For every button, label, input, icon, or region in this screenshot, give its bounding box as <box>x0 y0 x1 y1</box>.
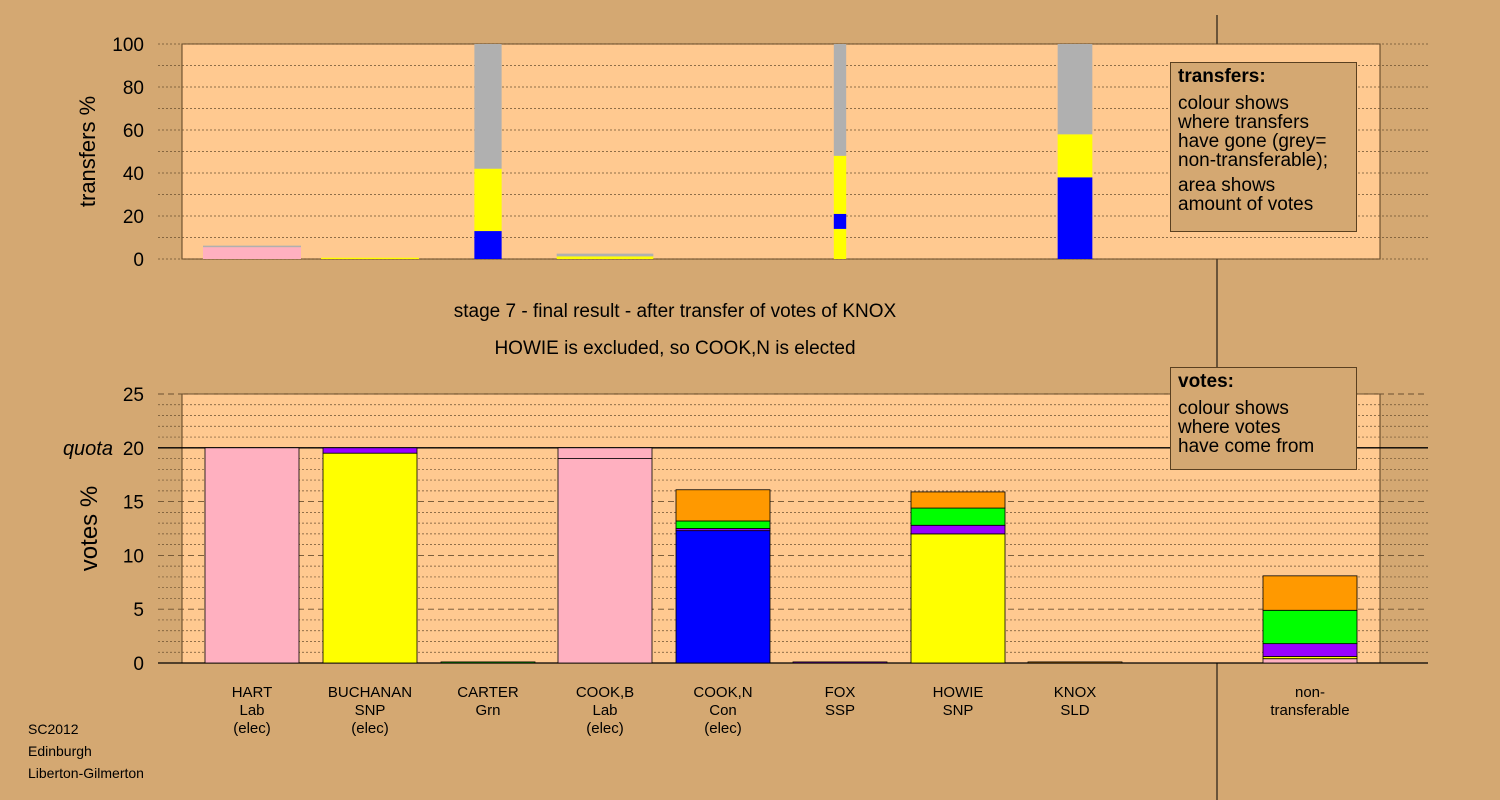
result-caption: HOWIE is excluded, so COOK,N is elected <box>494 338 856 359</box>
vote-bar-segment <box>557 447 653 459</box>
footer-ward: Liberton-Gilmerton <box>28 765 144 781</box>
transfers-y-tick-label: 80 <box>123 78 144 99</box>
transfers-y-axis-label: transfers % <box>75 96 100 207</box>
candidate-party-label: transferable <box>1270 702 1349 719</box>
transfer-bar-segment <box>203 247 301 259</box>
transfers-y-tick-label: 40 <box>123 164 144 185</box>
candidate-name-label: BUCHANAN <box>328 684 412 701</box>
candidate-name-label: FOX <box>825 684 856 701</box>
votes-y-tick-label: 10 <box>123 546 144 567</box>
transfers-legend: transfers: colour shows where transfers … <box>1170 62 1357 232</box>
transfer-bar-segment <box>556 253 654 257</box>
transfer-bar-segment <box>1057 44 1093 135</box>
transfer-bar-segment <box>1057 177 1093 259</box>
vote-bar-segment <box>557 458 653 664</box>
votes-legend: votes: colour shows where votes have com… <box>1170 367 1357 470</box>
vote-bar-segment <box>1027 661 1123 664</box>
transfer-bar-segment <box>203 245 301 248</box>
transfers-legend-line: non-transferable); <box>1178 150 1328 171</box>
candidate-party-label: Con <box>709 702 737 719</box>
candidate-name-label: COOK,B <box>576 684 634 701</box>
transfer-bar-segment <box>1057 134 1093 178</box>
candidate-party-label: SNP <box>355 702 386 719</box>
transfers-legend-line: have gone (grey= <box>1178 131 1327 152</box>
transfer-bar-segment <box>556 256 654 259</box>
candidate-party-label: SLD <box>1060 702 1089 719</box>
transfer-bar-segment <box>833 155 847 214</box>
vote-bar-segment <box>322 452 418 664</box>
transfers-legend-line: amount of votes <box>1178 194 1314 215</box>
candidate-party-label: Lab <box>239 702 264 719</box>
vote-bar-segment <box>1262 575 1358 611</box>
candidate-status-label: (elec) <box>233 720 271 737</box>
footer-council: Edinburgh <box>28 743 92 759</box>
candidate-status-label: (elec) <box>586 720 624 737</box>
candidate-status-label: (elec) <box>351 720 389 737</box>
transfers-y-tick-label: 100 <box>112 35 144 56</box>
votes-y-axis-label: votes % <box>76 486 103 571</box>
votes-y-tick-label: 0 <box>133 654 144 675</box>
candidate-status-label: (elec) <box>704 720 742 737</box>
transfer-bar-segment <box>474 231 502 259</box>
votes-y-tick-label: 20 <box>123 439 144 460</box>
vote-bar-segment <box>910 507 1006 526</box>
votes-legend-line: where votes <box>1178 417 1281 438</box>
transfer-bar-segment <box>833 213 847 229</box>
candidate-name-label: KNOX <box>1054 684 1097 701</box>
transfers-legend-title: transfers: <box>1178 66 1266 87</box>
transfer-bar-segment <box>833 228 847 259</box>
transfers-y-tick-label: 60 <box>123 121 144 142</box>
vote-bar-segment <box>1262 658 1358 664</box>
transfers-legend-line: where transfers <box>1178 112 1309 133</box>
vote-bar-segment <box>910 533 1006 664</box>
candidate-name-label: non- <box>1295 684 1325 701</box>
votes-legend-line: colour shows <box>1178 398 1289 419</box>
transfer-bar-segment <box>474 168 502 232</box>
candidate-name-label: HART <box>232 684 273 701</box>
candidate-name-label: CARTER <box>457 684 519 701</box>
vote-bar-segment <box>322 447 418 454</box>
votes-y-tick-label: 5 <box>133 600 144 621</box>
votes-y-tick-label: 15 <box>123 493 144 514</box>
transfer-bar-segment <box>321 257 419 259</box>
transfer-bar-segment <box>474 44 502 169</box>
transfers-legend-line: area shows <box>1178 175 1276 196</box>
vote-bar-segment <box>675 489 771 522</box>
transfers-y-tick-label: 20 <box>123 207 144 228</box>
vote-bar-segment <box>675 530 771 664</box>
candidate-party-label: SNP <box>943 702 974 719</box>
votes-legend-title: votes: <box>1178 371 1234 392</box>
stage-caption: stage 7 - final result - after transfer … <box>453 301 897 322</box>
transfers-legend-line: colour shows <box>1178 93 1289 114</box>
candidate-party-label: SSP <box>825 702 855 719</box>
vote-bar-segment <box>675 520 771 529</box>
vote-bar-segment <box>910 491 1006 509</box>
votes-legend-line: have come from <box>1178 436 1315 457</box>
transfer-bar-segment <box>833 44 847 156</box>
candidate-party-label: Grn <box>475 702 500 719</box>
vote-bar-segment <box>1262 609 1358 645</box>
vote-bar-segment <box>910 524 1006 535</box>
vote-bar-segment <box>440 661 536 664</box>
transfers-y-tick-label: 0 <box>133 250 144 271</box>
candidate-name-label: HOWIE <box>933 684 984 701</box>
quota-label: quota <box>63 438 113 460</box>
footer-election: SC2012 <box>28 721 79 737</box>
vote-bar-segment <box>1262 643 1358 657</box>
vote-bar-segment <box>204 447 300 664</box>
candidate-party-label: Lab <box>592 702 617 719</box>
votes-y-tick-label: 25 <box>123 385 144 406</box>
vote-bar-segment <box>792 661 888 664</box>
candidate-name-label: COOK,N <box>693 684 752 701</box>
